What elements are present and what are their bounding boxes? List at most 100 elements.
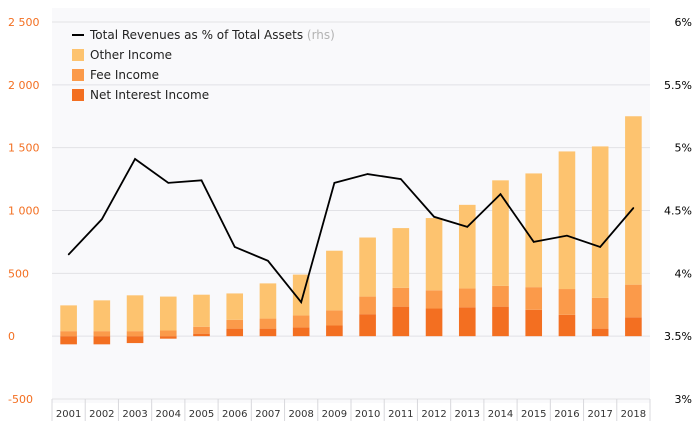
bar-net-interest-income [259, 328, 277, 337]
line-point [67, 253, 70, 256]
x-tick-label: 2012 [421, 409, 446, 420]
y-right-tick-label: 4% [675, 267, 692, 280]
line-point [632, 207, 635, 209]
y-right-tick-label: 5% [675, 142, 692, 155]
bar-other-income [492, 180, 509, 286]
bar-other-income [425, 218, 443, 291]
line-series [67, 157, 635, 305]
bar-fee-income [326, 310, 343, 326]
bar-net-interest-income [292, 327, 310, 337]
bar-other-income [359, 237, 376, 297]
x-tick-label: 2017 [587, 409, 612, 420]
legend-label: Fee Income [90, 68, 159, 82]
x-tick-label: 2002 [89, 409, 114, 420]
bar-fee-income [359, 296, 376, 315]
line-point [134, 158, 136, 160]
bar-other-income [558, 151, 576, 290]
line-point [466, 226, 469, 228]
line-point [233, 246, 236, 248]
x-tick-label: 2005 [189, 409, 214, 420]
legend-label-suffix: (rhs) [307, 28, 335, 42]
x-tick-label: 2018 [621, 409, 646, 420]
bar-net-interest-income [492, 306, 509, 337]
bar-net-interest-income [558, 314, 576, 337]
line-point [599, 246, 601, 248]
bar-other-income [458, 204, 476, 289]
bar-net-interest-income [458, 307, 476, 337]
x-tick-label: 2013 [455, 409, 480, 420]
y-left-tick-label: 1 500 [8, 142, 40, 155]
x-tick-label: 2010 [355, 409, 380, 420]
line-point [167, 182, 170, 184]
bar-fee-income [93, 331, 111, 337]
legend-swatch [72, 89, 84, 101]
legend-label: Total Revenues as % of Total Assets (rhs… [89, 28, 335, 42]
legend-swatch [72, 69, 84, 81]
bar-fee-income [591, 297, 609, 329]
x-tick-label: 2016 [554, 409, 579, 420]
bar-net-interest-income [60, 336, 77, 345]
plot-background [52, 8, 650, 403]
axes: -500 0 500 1 000 1 500 2 000 2 500 3% 3.5% 4% 4.5%… [8, 16, 692, 421]
bar-other-income [525, 173, 543, 288]
x-tick-label: 2009 [322, 409, 347, 420]
legend-label: Net Interest Income [90, 88, 209, 102]
line-point [366, 173, 369, 175]
x-tick-label: 2014 [488, 409, 513, 420]
bar-fee-income [126, 331, 144, 337]
x-tick-label: 2007 [255, 409, 280, 420]
y-left-tick-label: 500 [8, 267, 29, 280]
y-right-tick-label: 4.5% [664, 205, 692, 218]
bar-fee-income [226, 319, 244, 329]
y-right-tick-label: 3.5% [664, 330, 692, 343]
bar-net-interest-income [326, 325, 343, 337]
bar-fee-income [492, 285, 509, 307]
bar-fee-income [625, 284, 642, 318]
bar-other-income [60, 305, 77, 332]
bar-fee-income [458, 288, 476, 308]
legend-item-line: Total Revenues as % of Total Assets (rhs… [72, 28, 335, 42]
bar-net-interest-income [126, 336, 144, 344]
bar-fee-income [292, 315, 310, 328]
bar-other-income [226, 293, 244, 320]
line-point [200, 179, 203, 182]
y-left-tick-label: -500 [8, 393, 33, 406]
bar-other-income [625, 116, 642, 285]
line-point [333, 182, 336, 184]
bar-net-interest-income [193, 333, 210, 337]
bars [60, 116, 642, 345]
x-tick-label: 2015 [521, 409, 546, 420]
bar-other-income [326, 250, 343, 311]
y-left-tick-label: 0 [8, 330, 15, 343]
bar-net-interest-income [525, 309, 543, 337]
legend-label-main: Total Revenues as % of Total Assets [89, 28, 307, 42]
y-right-tick-label: 6% [675, 16, 692, 29]
legend-item-other-income: Other Income [72, 48, 172, 62]
x-tick-label: 2003 [122, 409, 147, 420]
bar-fee-income [425, 290, 443, 309]
x-tick-label: 2004 [156, 409, 181, 420]
y-right-tick-label: 3% [675, 393, 692, 406]
bar-fee-income [159, 330, 177, 337]
line-point [499, 193, 502, 195]
line-point [532, 241, 535, 243]
line-point [101, 218, 103, 221]
bar-other-income [392, 228, 410, 288]
bar-other-income [259, 283, 277, 319]
bar-fee-income [392, 287, 410, 307]
bar-net-interest-income [591, 328, 609, 337]
line-point [300, 301, 302, 304]
bar-net-interest-income [625, 317, 642, 337]
bar-other-income [159, 296, 177, 331]
x-tick-label: 2011 [388, 409, 413, 420]
bar-net-interest-income [359, 314, 376, 337]
bar-other-income [591, 146, 609, 298]
bar-net-interest-income [392, 306, 410, 337]
bar-fee-income [259, 318, 277, 329]
y-right-tick-label: 5.5% [664, 79, 692, 92]
legend-swatch [72, 49, 84, 61]
legend: Total Revenues as % of Total Assets (rhs… [72, 28, 335, 102]
line-point [566, 234, 568, 237]
x-tick-label: 2006 [222, 409, 247, 420]
bar-fee-income [193, 326, 210, 334]
